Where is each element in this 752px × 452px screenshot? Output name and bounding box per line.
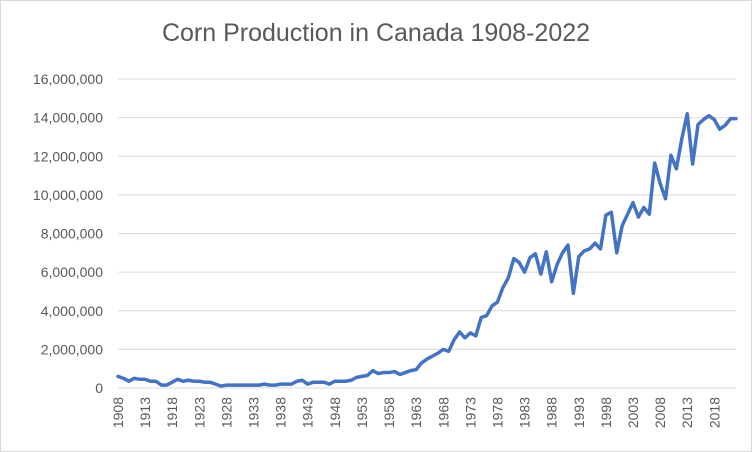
- y-tick-label: 16,000,000: [33, 71, 103, 87]
- y-tick-label: 6,000,000: [41, 264, 103, 280]
- x-tick-label: 2018: [706, 397, 722, 428]
- x-tick-label: 1978: [489, 397, 505, 428]
- x-tick-label: 1993: [571, 397, 587, 428]
- x-tick-label: 1958: [381, 397, 397, 428]
- y-tick-label: 10,000,000: [33, 187, 103, 203]
- x-tick-label: 1983: [517, 397, 533, 428]
- x-tick-label: 1908: [110, 397, 126, 428]
- x-tick-label: 1928: [218, 397, 234, 428]
- x-tick-label: 1918: [164, 397, 180, 428]
- y-tick-label: 2,000,000: [41, 341, 103, 357]
- x-tick-label: 1933: [246, 397, 262, 428]
- x-tick-label: 1938: [273, 397, 289, 428]
- x-tick-label: 1973: [462, 397, 478, 428]
- x-tick-label: 2013: [679, 397, 695, 428]
- y-tick-label: 8,000,000: [41, 226, 103, 242]
- x-tick-label: 1963: [408, 397, 424, 428]
- chart-title: Corn Production in Canada 1908-2022: [161, 19, 591, 47]
- x-tick-label: 1923: [191, 397, 207, 428]
- x-tick-label: 2008: [652, 397, 668, 428]
- x-tick-label: 1953: [354, 397, 370, 428]
- series-line: [116, 112, 738, 388]
- y-tick-label: 4,000,000: [41, 303, 103, 319]
- x-tick-label: 1948: [327, 397, 343, 428]
- x-tick-label: 1998: [598, 397, 614, 428]
- x-tick-label: 2003: [625, 397, 641, 428]
- x-tick-label: 1968: [435, 397, 451, 428]
- x-tick-label: 1988: [544, 397, 560, 428]
- x-tick-label: 1943: [300, 397, 316, 428]
- x-tick-label: 1913: [137, 397, 153, 428]
- y-tick-label: 0: [95, 380, 103, 396]
- y-tick-label: 14,000,000: [33, 110, 103, 126]
- y-tick-label: 12,000,000: [33, 148, 103, 164]
